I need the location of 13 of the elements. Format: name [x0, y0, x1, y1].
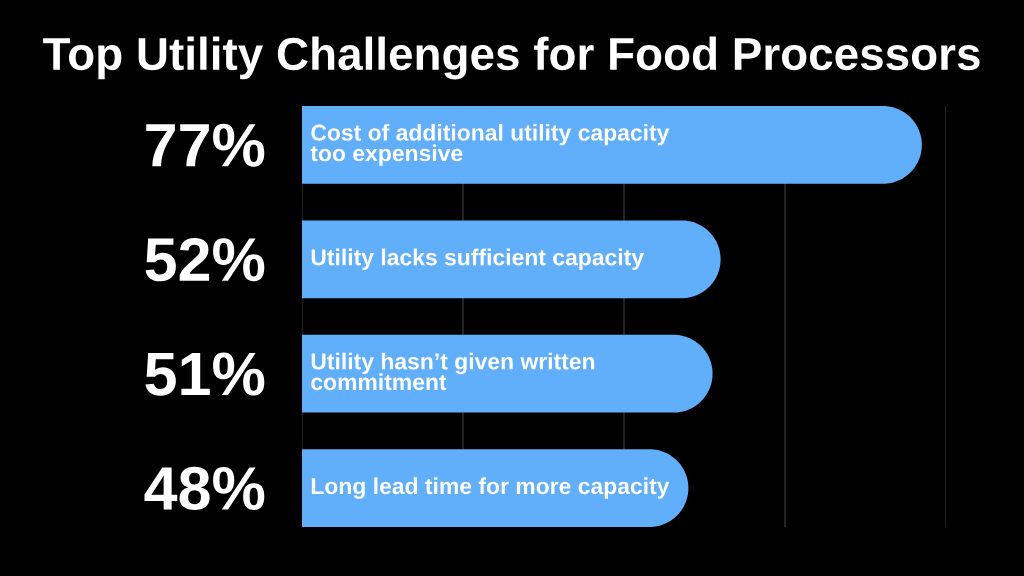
chart-title: Top Utility Challenges for Food Processors: [43, 36, 980, 80]
bar: [302, 449, 689, 527]
data-label: 48%: [144, 466, 265, 511]
data-label: 52%: [145, 237, 265, 282]
data-label: 51%: [145, 352, 265, 396]
bar: [302, 334, 713, 413]
bar: [302, 106, 922, 184]
data-label: 77%: [146, 123, 265, 167]
bar: [302, 220, 721, 299]
y-tick-label: Cost of additional utility capacity too expensive: [310, 123, 670, 166]
y-tick-label: Long lead time for more capacity: [311, 477, 670, 499]
y-tick-label: Utility hasn’t given written commitment: [311, 352, 595, 391]
y-tick-label: Utility lacks sufficient capacity: [311, 248, 644, 270]
